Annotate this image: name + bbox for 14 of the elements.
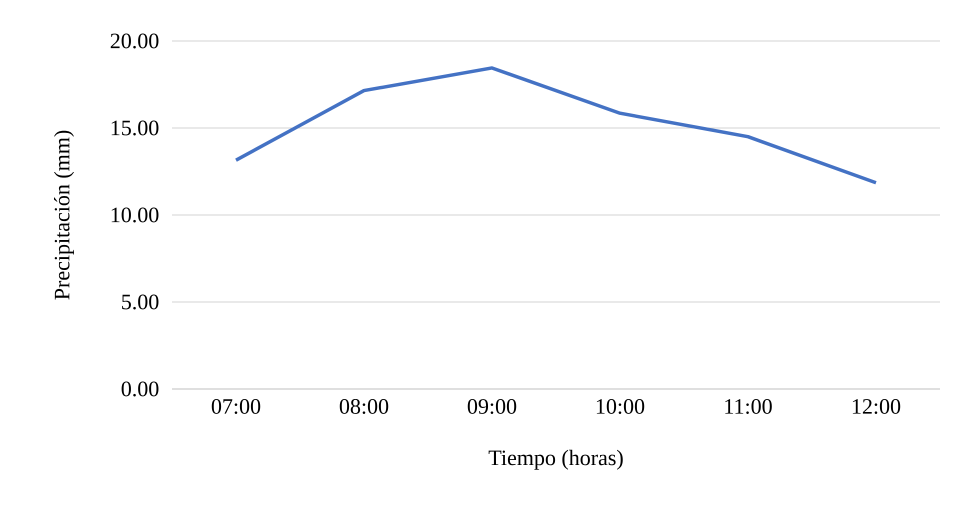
y-tick-label: 20.00 — [110, 34, 158, 48]
x-tick-label: 11:00 — [725, 399, 772, 414]
y-tick-label: 5.00 — [122, 294, 158, 310]
y-tick-label: 0.00 — [122, 382, 158, 396]
x-axis-title: Tiempo (horas) — [488, 450, 623, 470]
x-tick-label: 12:00 — [852, 399, 900, 414]
x-tick-label: 07:00 — [212, 399, 260, 414]
x-tick-label: 10:00 — [596, 399, 644, 414]
line-series — [234, 66, 878, 185]
x-tick-label: 08:00 — [340, 399, 388, 414]
x-tick-label: 09:00 — [468, 399, 516, 414]
y-tick-label: 15.00 — [112, 120, 158, 136]
y-tick-label: 10.00 — [112, 208, 158, 222]
y-axis-title: Precipitación (mm) — [54, 130, 74, 300]
